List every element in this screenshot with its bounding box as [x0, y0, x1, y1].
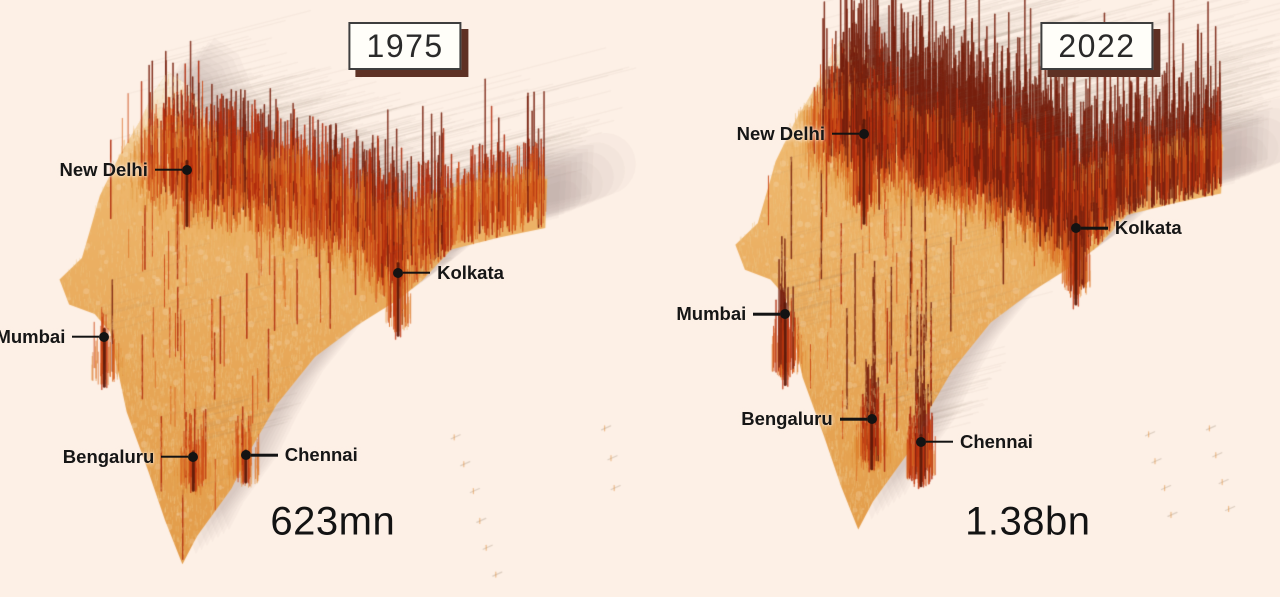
india-spike-map-2022: [640, 0, 1280, 597]
map-panel-left: New Delhi Kolkata Mumbai Bengaluru Chennai 1…: [0, 0, 640, 597]
year-badge: 1975: [348, 21, 462, 70]
map-panel-right: New Delhi Kolkata Mumbai Bengaluru Chennai 2…: [640, 0, 1280, 597]
population-total: 623mn: [270, 499, 396, 544]
india-spike-map-1975: [0, 0, 640, 597]
year-label: 2022: [1058, 27, 1136, 64]
year-label: 1975: [366, 27, 444, 64]
year-badge: 2022: [1040, 21, 1154, 70]
population-total: 1.38bn: [965, 499, 1091, 544]
